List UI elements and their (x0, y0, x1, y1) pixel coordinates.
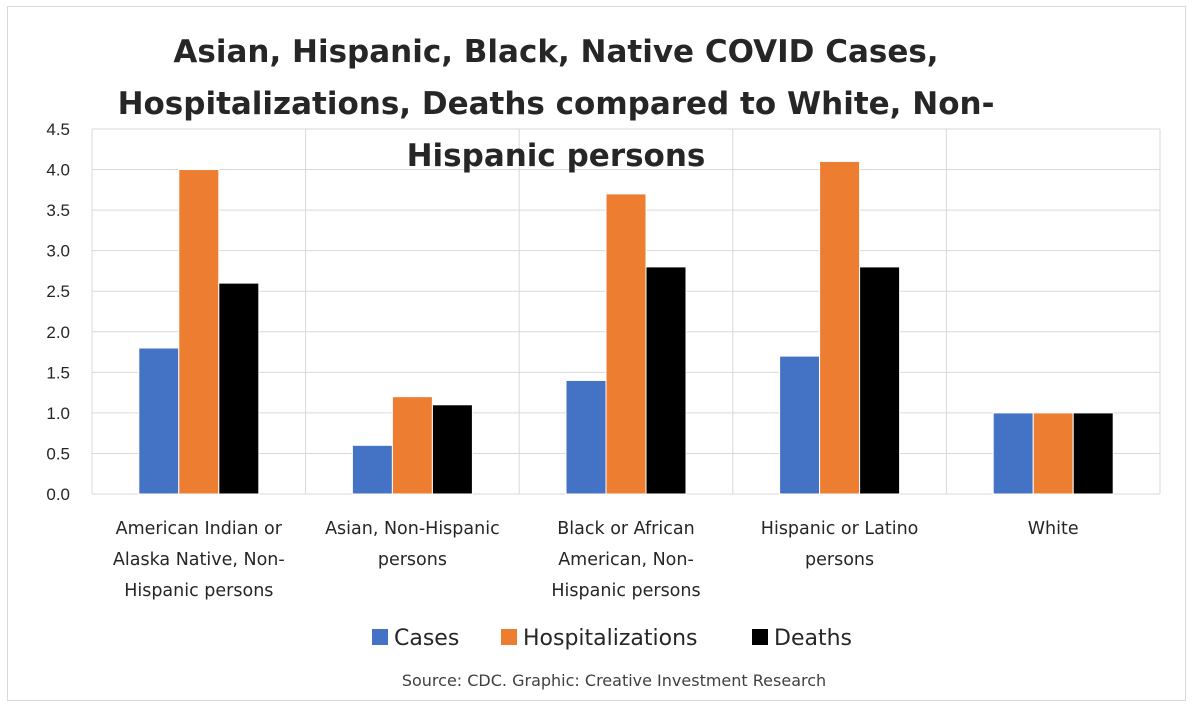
bar-hospitalizations-1 (391, 396, 433, 495)
bar-hospitalizations-4 (1032, 412, 1074, 495)
bar-deaths-2 (645, 266, 687, 495)
bar-deaths-1 (431, 404, 473, 495)
bar-hospitalizations-3 (819, 160, 861, 495)
category-label-line: Hispanic persons (124, 581, 273, 601)
y-axis-ticks: 0.0 0.5 1.0 1.5 2.0 2.5 3.0 3.5 4.0 4.5 (46, 120, 70, 504)
bar-deaths-4 (1072, 412, 1114, 495)
category-label-line: Black or African (557, 519, 694, 539)
legend-label-hospitalizations: Hospitalizations (523, 626, 698, 651)
category-labels: American Indian or Alaska Native, Non- His… (113, 519, 1079, 601)
legend-label-cases: Cases (394, 626, 459, 651)
y-tick-label: 1.0 (46, 404, 70, 423)
bar-cases-3 (779, 355, 821, 495)
y-tick-label: 3.0 (46, 242, 70, 261)
bar-deaths-3 (859, 266, 901, 495)
title-line-1: Asian, Hispanic, Black, Native COVID Cas… (173, 34, 938, 70)
category-label-line: persons (805, 550, 874, 570)
bars (138, 160, 1114, 495)
y-tick-label: 0.0 (46, 485, 70, 504)
title-line-2: Hospitalizations, Deaths compared to Whi… (118, 86, 995, 122)
y-tick-label: 3.5 (46, 201, 70, 220)
category-label-line: Asian, Non-Hispanic (325, 519, 500, 539)
legend-label-deaths: Deaths (774, 626, 852, 651)
category-label-line: American, Non- (558, 550, 694, 570)
legend: Cases Hospitalizations Deaths (372, 626, 852, 651)
legend-swatch-hospitalizations (501, 629, 517, 645)
category-label-line: White (1028, 519, 1079, 539)
category-label-line: persons (378, 550, 447, 570)
bar-hospitalizations-2 (605, 193, 647, 495)
y-tick-label: 2.5 (46, 282, 70, 301)
bar-cases-0 (138, 347, 180, 495)
y-tick-label: 2.0 (46, 323, 70, 342)
source-note: Source: CDC. Graphic: Creative Investmen… (402, 671, 826, 690)
y-tick-label: 4.5 (46, 120, 70, 139)
bar-cases-4 (992, 412, 1034, 495)
category-label-line: Hispanic or Latino (761, 519, 919, 539)
gridlines (91, 128, 1161, 495)
bar-cases-2 (565, 379, 607, 495)
category-label-line: Hispanic persons (551, 581, 700, 601)
bar-cases-1 (351, 444, 393, 495)
category-label-line: Alaska Native, Non- (113, 550, 285, 570)
legend-swatch-deaths (752, 629, 768, 645)
title-line-3: Hispanic persons (407, 138, 706, 174)
bar-hospitalizations-0 (178, 169, 220, 495)
category-label-line: American Indian or (116, 519, 283, 539)
legend-swatch-cases (372, 629, 388, 645)
bar-deaths-0 (218, 282, 260, 495)
y-tick-label: 1.5 (46, 363, 70, 382)
y-tick-label: 0.5 (46, 444, 70, 463)
y-tick-label: 4.0 (46, 161, 70, 180)
chart-title: Asian, Hispanic, Black, Native COVID Cas… (118, 34, 995, 174)
